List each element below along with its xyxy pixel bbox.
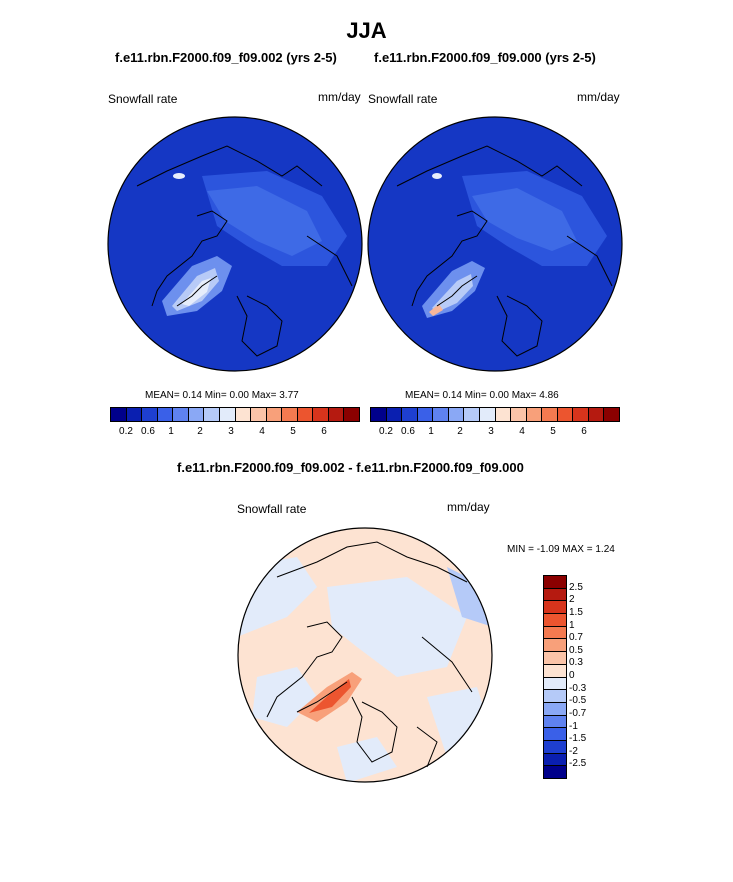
difference-colorbar-labels: 2.5 2 1.5 1 0.7 0.5 0.3 0 -0.3 -0.5 -0.7 -1 -1.5 -2 -2… <box>569 575 609 777</box>
colorbar-box <box>526 408 543 421</box>
colorbar-box <box>542 408 558 421</box>
colorbar-box <box>219 408 236 421</box>
colorbar-tick-label: 0.6 <box>141 426 155 437</box>
colorbar-box <box>544 626 566 640</box>
colorbar-tick-label: 1.5 <box>569 606 583 618</box>
right-units-label: mm/day <box>577 90 620 104</box>
colorbar-tick-label: 0.2 <box>379 426 393 437</box>
colorbar-box <box>544 652 566 665</box>
colorbar-box <box>313 408 329 421</box>
colorbar-box <box>204 408 220 421</box>
colorbar-box <box>266 408 283 421</box>
colorbar-tick-label: -0.7 <box>569 707 587 719</box>
colorbar-tick-label: 0.5 <box>569 644 583 656</box>
colorbar-tick-label: 2.5 <box>569 581 583 593</box>
colorbar-box <box>297 408 314 421</box>
colorbar-box <box>544 639 566 653</box>
colorbar-box <box>544 664 566 678</box>
right-polar-map <box>367 116 623 372</box>
colorbar-tick-label: 3 <box>228 426 234 437</box>
figure-title: JJA <box>346 18 387 43</box>
colorbar-box <box>544 728 566 741</box>
colorbar-tick-label: 2 <box>457 426 463 437</box>
colorbar-tick-label: 1 <box>168 426 174 437</box>
colorbar-box <box>544 588 566 602</box>
left-panel-title: f.e11.rbn.F2000.f09_f09.002 (yrs 2-5) <box>115 50 337 65</box>
colorbar-tick-label: 6 <box>581 426 587 437</box>
colorbar-box <box>464 408 480 421</box>
colorbar-box <box>188 408 205 421</box>
diff-minmax: MIN = -1.09 MAX = 1.24 <box>507 544 615 555</box>
colorbar-box <box>386 408 403 421</box>
right-stats: MEAN= 0.14 Min= 0.00 Max= 4.86 <box>405 390 559 401</box>
colorbar-tick-label: 1 <box>428 426 434 437</box>
colorbar-box <box>495 408 512 421</box>
colorbar-tick-label: 1 <box>569 619 575 631</box>
colorbar-box <box>371 408 387 421</box>
colorbar-tick-label: -1.5 <box>569 733 587 745</box>
colorbar-box <box>544 677 566 691</box>
colorbar-box <box>111 408 127 421</box>
colorbar-tick-label: -0.5 <box>569 695 587 707</box>
colorbar-box <box>173 408 189 421</box>
colorbar-box <box>402 408 418 421</box>
colorbar-tick-label: 3 <box>488 426 494 437</box>
colorbar-box <box>544 601 566 615</box>
colorbar-tick-label: 4 <box>519 426 525 437</box>
colorbar-box <box>544 753 566 767</box>
colorbar-tick-label: 0 <box>569 670 575 681</box>
colorbar-tick-label: 6 <box>321 426 327 437</box>
right-panel-title: f.e11.rbn.F2000.f09_f09.000 (yrs 2-5) <box>374 50 596 65</box>
difference-title: f.e11.rbn.F2000.f09_f09.002 - f.e11.rbn.… <box>177 460 524 475</box>
left-stats: MEAN= 0.14 Min= 0.00 Max= 3.77 <box>145 390 299 401</box>
colorbar-tick-label: -2 <box>569 745 578 757</box>
colorbar-box <box>544 766 566 778</box>
colorbar-tick-label: 5 <box>550 426 556 437</box>
difference-colorbar <box>543 575 567 779</box>
left-variable-label: Snowfall rate <box>108 92 178 106</box>
diff-units-label: mm/day <box>447 500 490 514</box>
colorbar-tick-label: 0.2 <box>119 426 133 437</box>
colorbar-box <box>557 408 574 421</box>
colorbar-box <box>544 715 566 729</box>
colorbar-box <box>511 408 527 421</box>
left-colorbar <box>110 407 360 422</box>
colorbar-box <box>344 408 359 421</box>
colorbar-tick-label: 2 <box>197 426 203 437</box>
colorbar-box <box>544 690 566 703</box>
colorbar-tick-label: 0.6 <box>401 426 415 437</box>
colorbar-box <box>448 408 465 421</box>
colorbar-box <box>544 702 566 716</box>
colorbar-tick-label: -1 <box>569 720 578 732</box>
colorbar-tick-label: 2 <box>569 594 575 606</box>
colorbar-tick-label: 5 <box>290 426 296 437</box>
colorbar-box <box>142 408 158 421</box>
colorbar-box <box>588 408 605 421</box>
colorbar-box <box>544 576 566 589</box>
colorbar-box <box>604 408 619 421</box>
colorbar-box <box>251 408 267 421</box>
colorbar-box <box>328 408 345 421</box>
colorbar-box <box>544 740 566 754</box>
colorbar-box <box>479 408 496 421</box>
difference-polar-map <box>237 527 493 783</box>
colorbar-box <box>235 408 252 421</box>
colorbar-box <box>573 408 589 421</box>
colorbar-box <box>282 408 298 421</box>
colorbar-box <box>126 408 143 421</box>
diff-variable-label: Snowfall rate <box>237 502 307 516</box>
right-variable-label: Snowfall rate <box>368 92 438 106</box>
left-units-label: mm/day <box>318 90 361 104</box>
colorbar-box <box>544 614 566 627</box>
colorbar-box <box>433 408 449 421</box>
colorbar-tick-label: 0.7 <box>569 632 583 644</box>
colorbar-box <box>417 408 434 421</box>
right-colorbar <box>370 407 620 422</box>
colorbar-tick-label: -0.3 <box>569 682 587 694</box>
left-polar-map <box>107 116 363 372</box>
colorbar-box <box>157 408 174 421</box>
colorbar-tick-label: 4 <box>259 426 265 437</box>
colorbar-tick-label: -2.5 <box>569 758 587 770</box>
colorbar-tick-label: 0.3 <box>569 657 583 669</box>
